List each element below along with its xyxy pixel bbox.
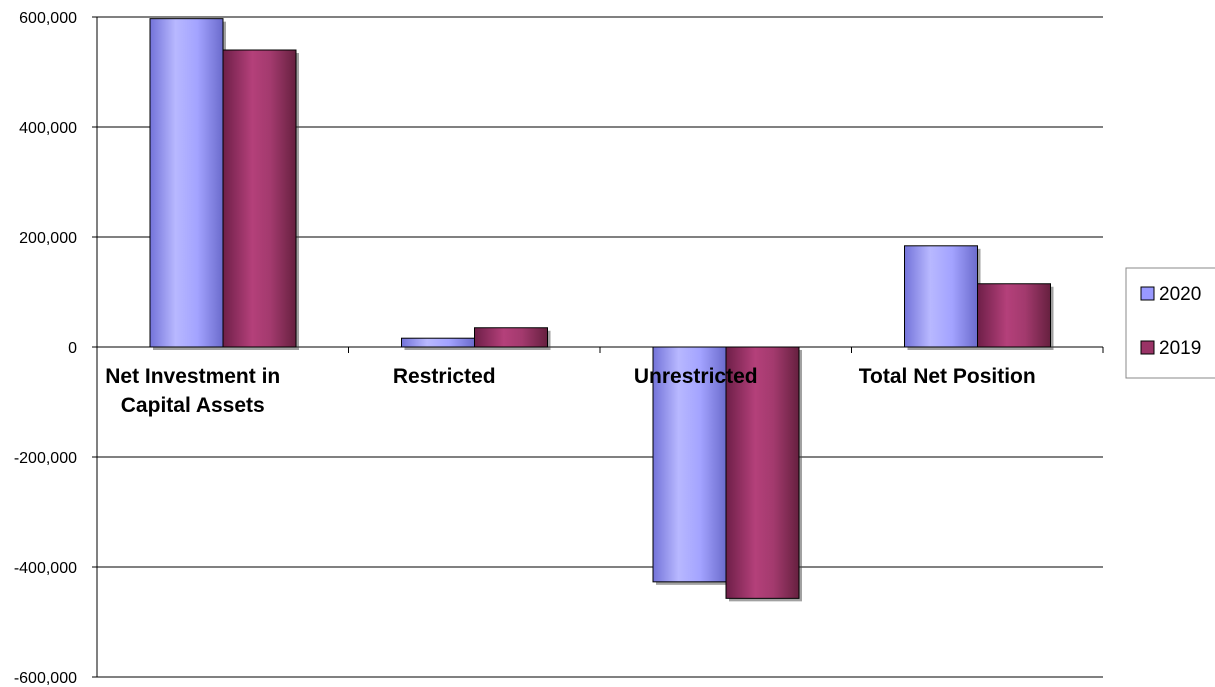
bar-2020-0 [149,18,224,348]
y-tick-label: 600,000 [19,10,77,27]
bar-2019-0 [222,49,297,348]
legend-swatch-2020 [1140,286,1155,301]
y-tick-label: -400,000 [14,560,77,577]
labels: 600,000 400,000 200,000 0 -200,000 -400,000 -6… [14,10,1036,687]
bar-2020-1 [401,337,475,348]
bar-2019-2 [725,346,800,599]
y-tick-label: 400,000 [19,120,77,137]
bar-2019-1 [474,327,548,348]
y-tick-label: -200,000 [14,450,77,467]
legend-label-2020: 2020 [1159,284,1201,305]
category-label: Net Investment in [105,365,280,388]
legend-label-2019: 2019 [1159,338,1201,359]
category-label: Capital Assets [121,394,265,417]
bar-2019-3 [977,283,1051,348]
bar-2020-3 [904,245,978,348]
bars [149,18,1054,602]
category-label: Unrestricted [634,365,758,388]
legend-box [1125,267,1215,379]
bar-2020-2 [652,346,727,583]
y-tick-label: 200,000 [19,230,77,247]
y-tick-label: 0 [68,340,77,357]
category-label: Restricted [393,365,496,388]
y-tick-label: -600,000 [14,670,77,687]
legend: 2020 2019 [1125,267,1215,379]
legend-swatch-2019 [1140,340,1155,355]
category-label: Total Net Position [859,365,1036,388]
